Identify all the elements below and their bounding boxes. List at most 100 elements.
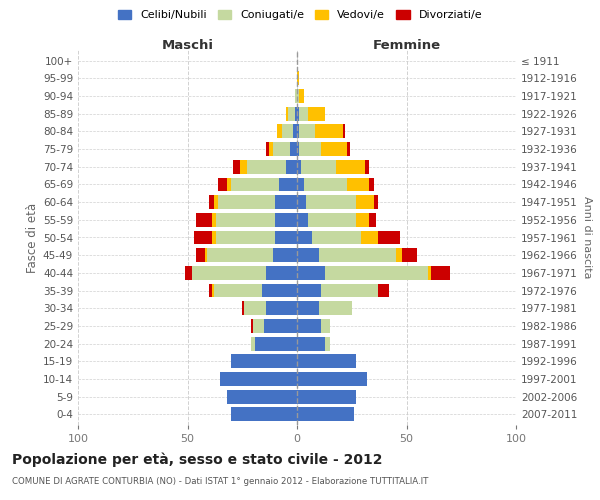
Bar [209,284,212,298]
Bar [369,178,374,192]
Bar [337,160,365,173]
Bar [227,178,232,192]
Bar [297,390,356,404]
Bar [207,248,273,262]
Text: Popolazione per età, sesso e stato civile - 2012: Popolazione per età, sesso e stato civil… [12,452,383,467]
Bar [297,372,367,386]
Bar [212,284,214,298]
Bar [273,142,290,156]
Bar [280,178,297,192]
Bar [277,124,281,138]
Bar [297,319,321,333]
Bar [395,248,402,262]
Bar [194,230,212,244]
Bar [253,319,264,333]
Bar [347,178,369,192]
Bar [325,266,428,280]
Bar [304,178,347,192]
Bar [356,195,374,209]
Bar [297,354,356,368]
Bar [297,178,304,192]
Bar [275,230,297,244]
Bar [343,124,345,138]
Bar [209,195,214,209]
Bar [428,266,431,280]
Bar [286,107,288,120]
Bar [299,89,304,103]
Bar [286,160,297,173]
Bar [290,142,297,156]
Bar [321,319,330,333]
Bar [361,230,378,244]
Bar [266,266,297,280]
Bar [214,195,218,209]
Bar [299,124,314,138]
Bar [295,107,297,120]
Bar [378,284,389,298]
Bar [321,284,378,298]
Bar [297,336,325,350]
Bar [288,107,295,120]
Bar [266,142,269,156]
Bar [216,213,275,226]
Bar [216,230,275,244]
Bar [227,390,297,404]
Bar [313,230,361,244]
Bar [297,124,299,138]
Bar [232,178,280,192]
Bar [232,354,297,368]
Bar [264,319,297,333]
Bar [365,160,369,173]
Bar [232,408,297,422]
Bar [251,319,253,333]
Bar [196,248,205,262]
Bar [220,372,297,386]
Bar [299,142,321,156]
Bar [240,160,247,173]
Bar [262,284,297,298]
Bar [347,142,350,156]
Bar [297,213,308,226]
Text: Maschi: Maschi [161,39,214,52]
Bar [374,195,378,209]
Bar [356,213,369,226]
Bar [431,266,450,280]
Text: Femmine: Femmine [373,39,440,52]
Bar [212,213,216,226]
Bar [369,213,376,226]
Bar [251,336,256,350]
Bar [297,248,319,262]
Bar [275,195,297,209]
Bar [218,178,227,192]
Y-axis label: Fasce di età: Fasce di età [26,202,39,272]
Bar [297,195,306,209]
Bar [233,160,240,173]
Bar [244,302,266,315]
Bar [297,160,301,173]
Bar [214,284,262,298]
Bar [308,213,356,226]
Bar [297,89,299,103]
Bar [301,160,337,173]
Bar [308,107,325,120]
Bar [319,248,395,262]
Y-axis label: Anni di nascita: Anni di nascita [581,196,592,279]
Bar [185,266,192,280]
Bar [319,302,352,315]
Bar [297,72,299,85]
Bar [281,124,293,138]
Bar [256,336,297,350]
Text: COMUNE DI AGRATE CONTURBIA (NO) - Dati ISTAT 1° gennaio 2012 - Elaborazione TUTT: COMUNE DI AGRATE CONTURBIA (NO) - Dati I… [12,478,428,486]
Bar [192,266,266,280]
Bar [242,302,244,315]
Bar [297,266,325,280]
Bar [273,248,297,262]
Bar [297,408,354,422]
Bar [218,195,275,209]
Bar [321,142,347,156]
Bar [297,107,299,120]
Bar [299,107,308,120]
Bar [297,230,313,244]
Bar [266,302,297,315]
Bar [297,284,321,298]
